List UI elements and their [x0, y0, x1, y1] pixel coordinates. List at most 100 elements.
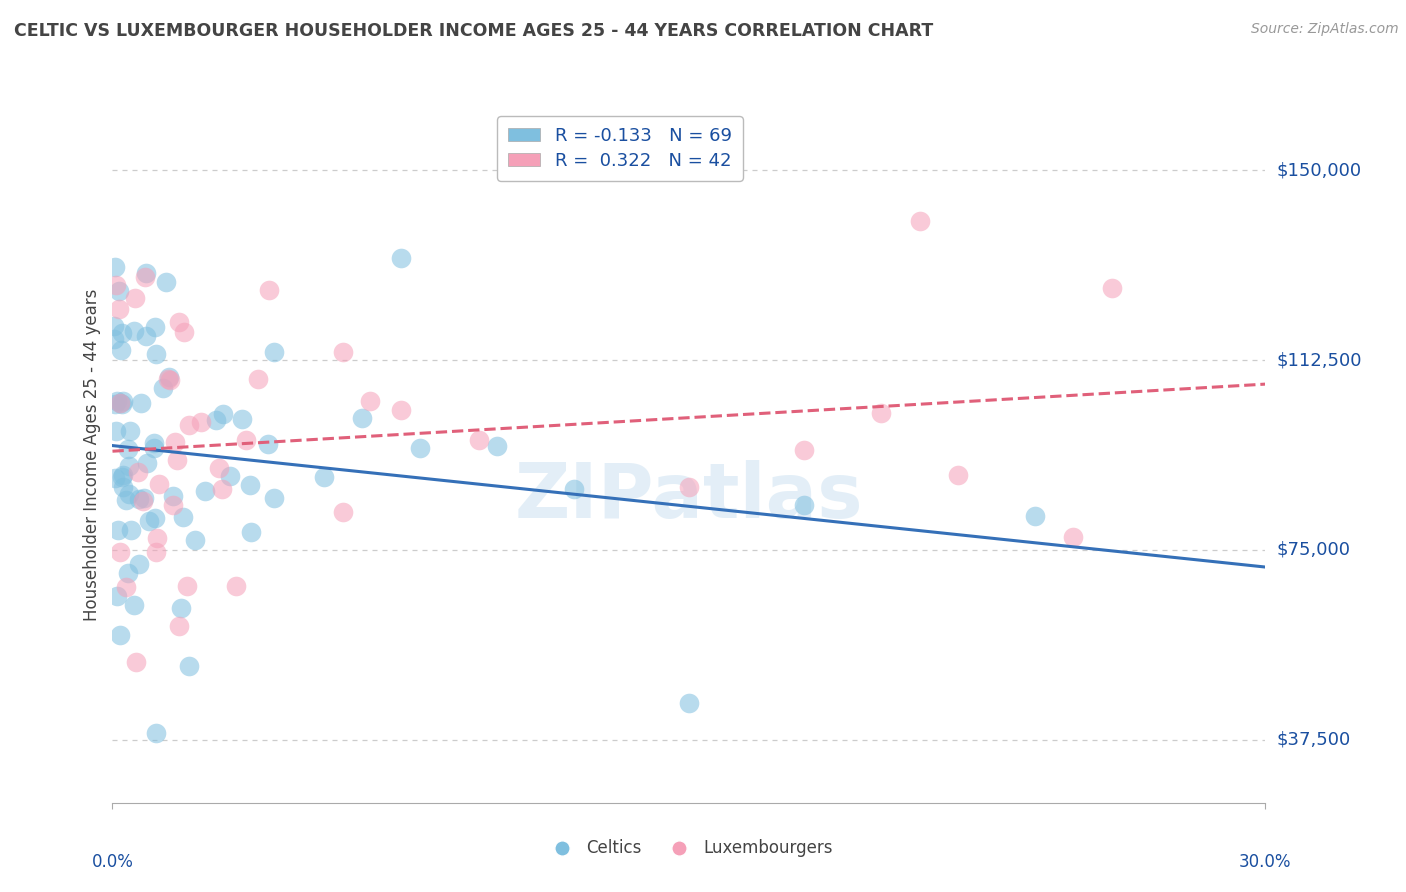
Text: Source: ZipAtlas.com: Source: ZipAtlas.com [1251, 22, 1399, 37]
Point [117, 566, 139, 581]
Legend: Celtics, Luxembourgers: Celtics, Luxembourgers [538, 833, 839, 864]
Point [332, 505, 354, 519]
Point [111, 393, 134, 408]
Point [409, 441, 432, 455]
Point [1062, 530, 1084, 544]
Point [115, 580, 138, 594]
Point [468, 433, 491, 447]
Point [162, 489, 184, 503]
Point [169, 315, 191, 329]
Point [219, 469, 242, 483]
Point [122, 598, 145, 612]
Text: 0.0%: 0.0% [91, 853, 134, 871]
Point [110, 395, 132, 409]
Point [157, 370, 180, 384]
Point [257, 283, 280, 297]
Point [263, 344, 285, 359]
Point [162, 498, 184, 512]
Point [257, 436, 280, 450]
Point [132, 491, 155, 505]
Point [103, 332, 125, 346]
Point [793, 498, 815, 512]
Point [240, 524, 263, 539]
Text: CELTIC VS LUXEMBOURGER HOUSEHOLDER INCOME AGES 25 - 44 YEARS CORRELATION CHART: CELTIC VS LUXEMBOURGER HOUSEHOLDER INCOM… [14, 22, 934, 40]
Point [138, 514, 160, 528]
Point [167, 619, 190, 633]
Point [104, 260, 127, 275]
Point [194, 483, 217, 498]
Point [155, 275, 177, 289]
Point [135, 266, 157, 280]
Point [212, 407, 235, 421]
Point [108, 301, 131, 316]
Point [128, 558, 150, 572]
Point [142, 441, 165, 455]
Point [128, 492, 150, 507]
Point [104, 424, 127, 438]
Y-axis label: Householder Income Ages 25 - 44 years: Householder Income Ages 25 - 44 years [83, 289, 101, 621]
Point [152, 381, 174, 395]
Point [127, 465, 149, 479]
Point [793, 443, 815, 458]
Point [312, 469, 335, 483]
Point [1024, 508, 1046, 523]
Point [235, 433, 257, 447]
Point [908, 214, 931, 228]
Point [184, 533, 207, 547]
Point [124, 291, 146, 305]
Text: 30.0%: 30.0% [1239, 853, 1292, 871]
Point [146, 531, 169, 545]
Point [108, 284, 131, 298]
Point [120, 523, 142, 537]
Point [231, 412, 253, 426]
Point [239, 478, 262, 492]
Point [124, 655, 146, 669]
Point [117, 442, 139, 457]
Point [208, 461, 231, 475]
Point [562, 483, 585, 497]
Point [118, 424, 141, 438]
Point [145, 545, 167, 559]
Point [108, 545, 131, 559]
Point [143, 436, 166, 450]
Point [110, 628, 132, 642]
Point [104, 471, 127, 485]
Point [190, 415, 212, 429]
Point [110, 343, 132, 357]
Point [678, 480, 700, 494]
Point [148, 476, 170, 491]
Point [145, 347, 167, 361]
Point [156, 372, 179, 386]
Point [143, 320, 166, 334]
Point [107, 523, 129, 537]
Point [111, 397, 134, 411]
Point [159, 373, 181, 387]
Point [115, 492, 138, 507]
Point [166, 453, 188, 467]
Point [105, 278, 128, 293]
Point [246, 371, 269, 385]
Point [111, 326, 134, 340]
Point [205, 413, 228, 427]
Point [352, 410, 374, 425]
Point [172, 510, 194, 524]
Point [111, 470, 134, 484]
Point [135, 329, 157, 343]
Point [131, 494, 153, 508]
Point [129, 395, 152, 409]
Text: $112,500: $112,500 [1277, 351, 1362, 369]
Text: $150,000: $150,000 [1277, 161, 1361, 179]
Point [389, 251, 412, 265]
Point [177, 417, 200, 432]
Text: $37,500: $37,500 [1277, 731, 1351, 748]
Point [108, 396, 131, 410]
Point [678, 696, 700, 710]
Point [170, 600, 193, 615]
Point [1101, 281, 1123, 295]
Point [105, 590, 128, 604]
Point [122, 324, 145, 338]
Point [870, 406, 893, 420]
Point [163, 435, 186, 450]
Point [176, 579, 198, 593]
Point [145, 726, 167, 740]
